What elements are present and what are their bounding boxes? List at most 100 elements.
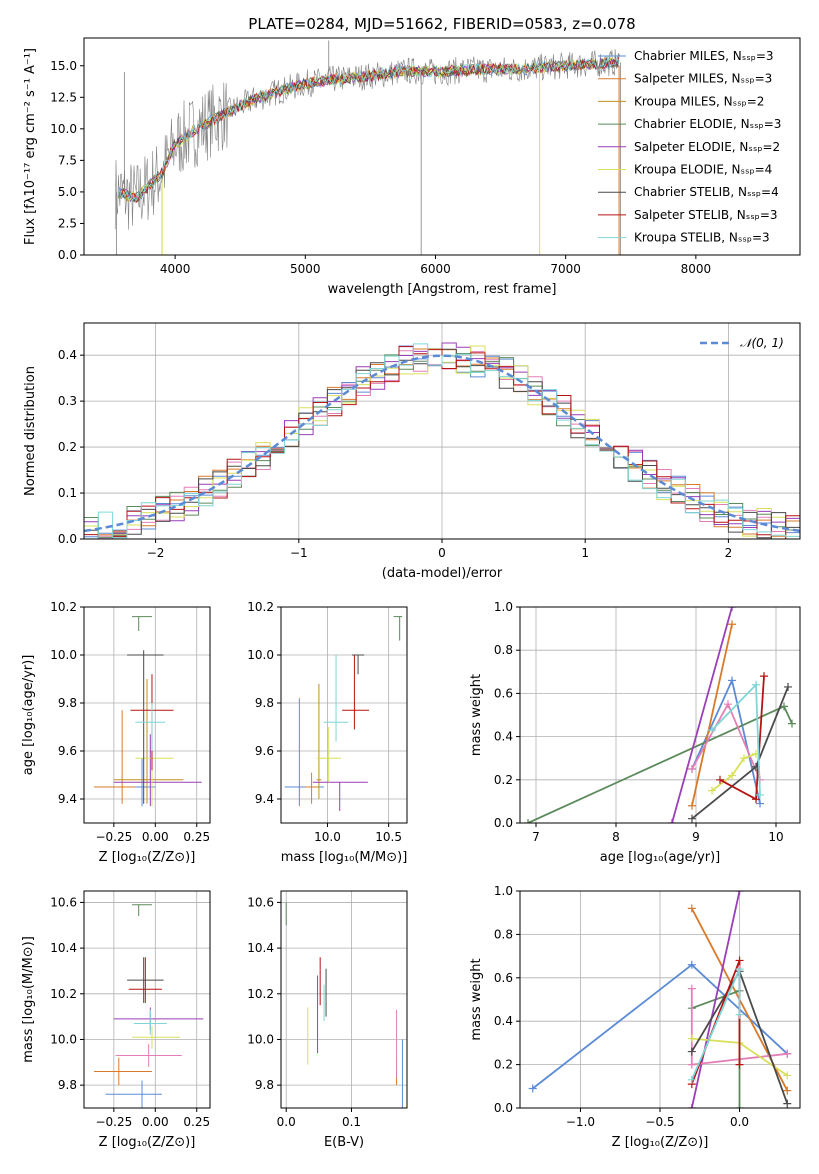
panel-spectrum: Chabrier MILES, Nₛₛₚ=3 Salpeter MILES, Nₛ… (23, 15, 801, 297)
data-point (342, 655, 370, 730)
axes-frame (83, 606, 211, 824)
data-point (128, 957, 162, 1003)
y-tick-label: 0.1 (58, 486, 77, 500)
plot-area (84, 891, 210, 1108)
y-tick-label: 9.8 (255, 696, 274, 710)
y-tick-label: 0.0 (58, 248, 77, 262)
data-point (316, 727, 341, 783)
x-tick-label: 10.0 (314, 830, 341, 844)
series-marker (708, 726, 716, 735)
legend-entry: Salpeter ELODIE, Nₛₛₚ=2 (634, 140, 780, 154)
y-tick-label: 10.0 (247, 1032, 274, 1046)
y-axis-label: mass [log₁₀(M/M⊙)] (21, 936, 36, 1063)
y-tick-label: 10.6 (50, 895, 77, 909)
series-marker (687, 1034, 696, 1043)
series-marker (735, 965, 744, 974)
x-tick-label: −1.0 (566, 1115, 595, 1129)
x-tick-label: −1 (290, 546, 308, 560)
y-tick-label: 10.6 (247, 895, 274, 909)
series-line (527, 705, 793, 823)
x-tick-label: 9 (692, 830, 700, 844)
data-point (127, 650, 164, 804)
data-point (113, 1007, 204, 1031)
panel-residuals: 𝒩(0, 1) −2 −1 0 1 2 0.0 0.1 0.2 0.3 0.4 (data-model… (23, 322, 801, 581)
y-axis-label: mass weight (469, 958, 484, 1040)
y-tick-label: 10.2 (50, 600, 77, 614)
y-tick-label: 10.0 (247, 648, 274, 662)
series-marker (687, 1104, 696, 1108)
data-point (316, 683, 322, 799)
series-marker (752, 680, 760, 689)
data-point (351, 654, 365, 675)
data-point (132, 904, 152, 917)
y-tick-label: 9.8 (58, 696, 77, 710)
y-axis-label: Flux [fλ10⁻¹⁷ erg cm⁻² s⁻¹ A⁻¹] (23, 48, 38, 245)
x-tick-label: 0.0 (730, 1115, 749, 1129)
y-axis-label: mass weight (469, 674, 484, 756)
axes-frame (519, 606, 801, 824)
y-tick-label: 10.0 (50, 1032, 77, 1046)
x-tick-label: 6000 (420, 262, 451, 276)
plot-area (281, 891, 407, 1108)
data-point (93, 710, 136, 804)
data-point (93, 1057, 152, 1086)
series-marker (783, 1071, 792, 1080)
series-marker (688, 814, 696, 823)
x-tick-label: 0 (438, 546, 446, 560)
data-point (305, 772, 318, 804)
y-tick-label: 10.0 (50, 648, 77, 662)
data-point (113, 679, 184, 804)
x-tick-label: 10.5 (375, 830, 402, 844)
x-tick-label: −0.5 (645, 1115, 674, 1129)
y-tick-label: 9.6 (255, 744, 274, 758)
series-marker (740, 754, 748, 763)
series-marker (528, 1084, 537, 1093)
series-marker (784, 682, 792, 691)
y-tick-label: 0.6 (494, 971, 513, 985)
series-line (671, 607, 733, 823)
plot-area (520, 607, 800, 823)
data-point (135, 703, 166, 751)
y-tick-label: 0.0 (494, 816, 513, 830)
series-marker (687, 1047, 696, 1056)
legend-entry: Salpeter MILES, Nₛₛₚ=3 (634, 72, 772, 86)
y-tick-label: 2.5 (58, 216, 77, 230)
panel-mass-vs-EBV: 0.0 0.1 9.8 10.0 10.2 10.4 10.6 E(B-V) (247, 890, 408, 1150)
series-marker (780, 702, 788, 711)
plot-area (114, 40, 621, 255)
plot-area (520, 891, 800, 1108)
y-tick-label: 10.0 (50, 122, 77, 136)
x-axis-label: Z [log₁₀(Z/Z⊙)] (99, 850, 196, 865)
data-point (105, 1080, 162, 1108)
plot-area (281, 607, 407, 823)
y-tick-label: 15.0 (50, 59, 77, 73)
series-marker (735, 956, 744, 965)
x-tick-label: 8 (612, 830, 620, 844)
series-marker (752, 795, 760, 804)
data-point (115, 1044, 182, 1067)
y-tick-label: 10.4 (50, 941, 77, 955)
series-marker (783, 1099, 792, 1108)
legend-entry: Kroupa MILES, Nₛₛₚ=2 (634, 94, 764, 108)
data-point (132, 1025, 181, 1049)
x-tick-label: 8000 (681, 262, 712, 276)
x-tick-label: 0.00 (142, 1115, 169, 1129)
model-spectrum-2 (117, 58, 620, 202)
y-tick-label: 1.0 (494, 884, 513, 898)
y-axis-label: age [log₁₀(age/yr)] (21, 655, 36, 776)
series-marker (756, 799, 764, 808)
series-marker (688, 765, 696, 773)
y-tick-label: 9.6 (58, 744, 77, 758)
y-tick-label: 9.8 (58, 1078, 77, 1092)
x-tick-label: −0.25 (95, 1115, 132, 1129)
series-marker (788, 719, 796, 728)
series-marker (687, 904, 696, 913)
data-point (393, 616, 403, 641)
y-tick-label: 9.8 (255, 1078, 274, 1092)
y-tick-label: 5.0 (58, 185, 77, 199)
series-line (691, 677, 761, 804)
y-tick-label: 7.5 (58, 153, 77, 167)
series-marker (728, 607, 736, 611)
data-point (113, 734, 202, 807)
